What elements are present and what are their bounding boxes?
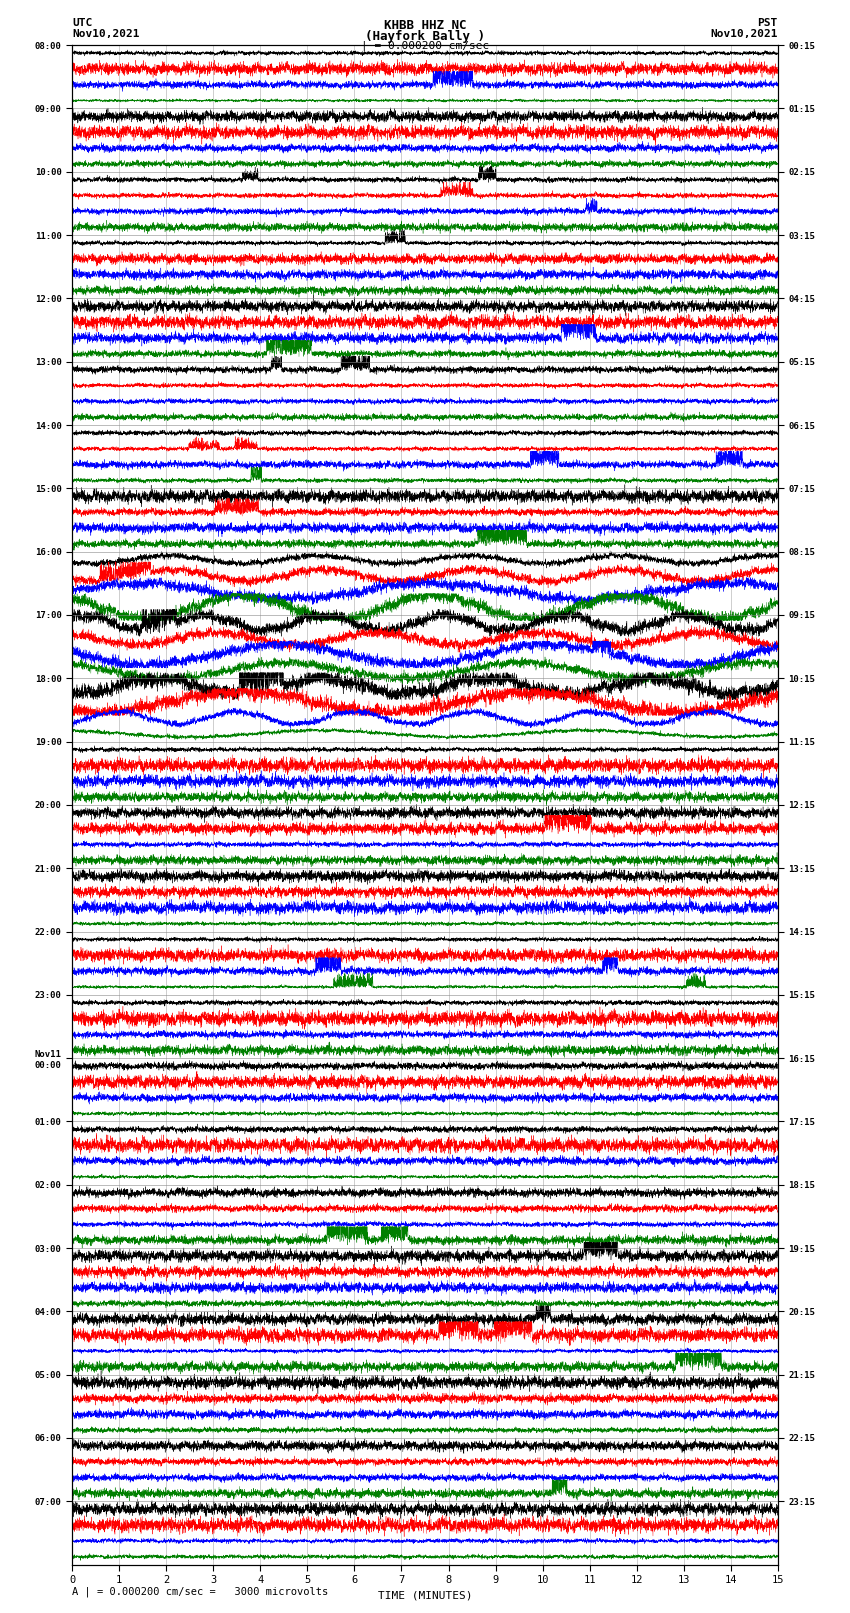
Text: UTC: UTC: [72, 18, 93, 27]
Text: PST: PST: [757, 18, 778, 27]
Text: | = 0.000200 cm/sec: | = 0.000200 cm/sec: [361, 40, 489, 52]
Text: A | = 0.000200 cm/sec =   3000 microvolts: A | = 0.000200 cm/sec = 3000 microvolts: [72, 1586, 328, 1597]
Text: KHBB HHZ NC: KHBB HHZ NC: [383, 18, 467, 32]
Text: (Hayfork Bally ): (Hayfork Bally ): [365, 31, 485, 44]
Text: Nov10,2021: Nov10,2021: [711, 29, 778, 39]
Text: Nov10,2021: Nov10,2021: [72, 29, 139, 39]
X-axis label: TIME (MINUTES): TIME (MINUTES): [377, 1590, 473, 1600]
